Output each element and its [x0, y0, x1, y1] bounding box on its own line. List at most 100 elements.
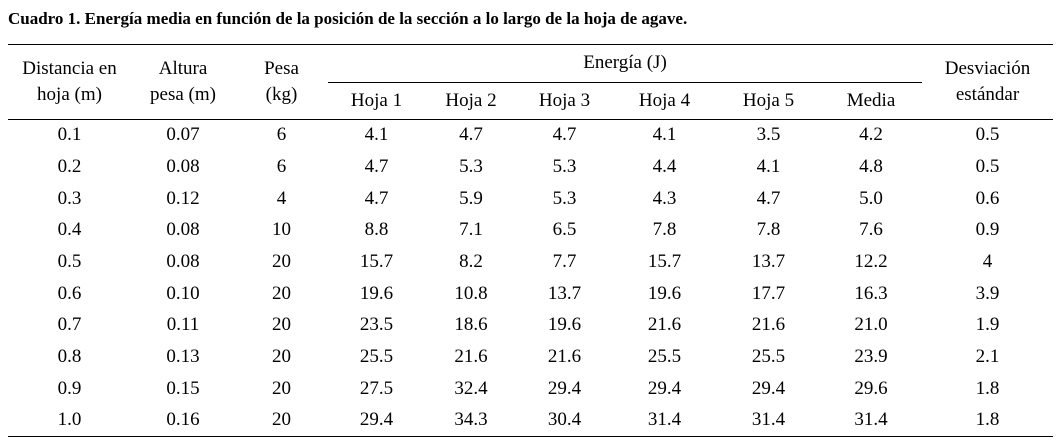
table-cell: 4.8: [859, 155, 883, 177]
col-header-hoja-2: Hoja 2: [445, 89, 497, 111]
table-cell: 7.8: [652, 219, 677, 241]
col-header-line: Pesa: [264, 57, 299, 79]
table-cell: 0.2: [57, 155, 82, 177]
col-header-line: pesa (m): [150, 83, 216, 105]
table-cell: 8.8: [364, 219, 389, 241]
col-header-line: Desviación: [944, 57, 1031, 79]
table-cell: 10.8: [454, 282, 488, 304]
table-cell: 7.1: [459, 219, 483, 241]
table-cell: 13.7: [751, 250, 786, 272]
table-cell: 15.7: [359, 250, 394, 272]
table-cell: 0.7: [57, 314, 82, 336]
table-cell: 1.0: [57, 409, 82, 431]
table-cell: 5.3: [552, 155, 577, 177]
table-cell: 31.4: [647, 409, 682, 431]
table-cell: 4.4: [652, 155, 677, 177]
table-cell: 4: [276, 187, 287, 209]
table-cell: 0.9: [975, 219, 1000, 241]
table-cell: 0.9: [57, 377, 82, 399]
table-cell: 0.13: [166, 345, 200, 367]
table-cell: 31.4: [854, 409, 888, 431]
table-cell: 29.4: [359, 409, 394, 431]
col-header-line: hoja (m): [37, 83, 102, 105]
table-cell: 29.4: [647, 377, 682, 399]
table-cell: 23.5: [359, 314, 394, 336]
table-cell: 4.7: [364, 155, 389, 177]
table-cell: 1.9: [975, 314, 1000, 336]
table-cell: 1.8: [975, 377, 1000, 399]
col-header-hoja-3: Hoja 3: [538, 89, 591, 111]
table-cell: 0.8: [57, 345, 82, 367]
col-header-desviacion: Desviación estándar: [922, 44, 1053, 119]
table-cell: 4.3: [652, 187, 677, 209]
table-cell: 4.1: [652, 124, 677, 146]
table-cell: 5.3: [459, 155, 483, 177]
col-header-line: estándar: [955, 83, 1020, 105]
col-header-media: Media: [846, 89, 896, 111]
col-header-pesa: Pesa (kg): [235, 44, 328, 119]
table-cell: 0.5: [975, 124, 1000, 146]
table-cell: 6.5: [552, 219, 577, 241]
table-cell: 0.4: [57, 219, 82, 241]
table-cell: 23.9: [854, 345, 888, 367]
table-cell: 4.7: [756, 187, 781, 209]
table-cell: 20: [272, 282, 291, 304]
table-cell: 20: [272, 250, 291, 272]
table-cell: 25.5: [359, 345, 394, 367]
header-row-subcols: Hoja 1 Hoja 2 Hoja 3 Hoja 4 Hoja 5 Media: [8, 82, 1053, 119]
table-row: 0.2 0.08 6 4.7 5.3 5.3 4.4 4.1 4.8 0.5: [8, 151, 1053, 183]
col-header-hoja-4: Hoja 4: [638, 89, 691, 111]
table-cell: 25.5: [751, 345, 786, 367]
table-cell: 29.4: [547, 377, 582, 399]
table-cell: 7.6: [859, 219, 883, 241]
table-row: 0.5 0.08 20 15.7 8.2 7.7 15.7 13.7 12.2 4: [8, 246, 1053, 278]
table-cell: 0.07: [166, 124, 200, 146]
table-body: 0.1 0.07 6 4.1 4.7 4.7 4.1 3.5 4.2 0.5 0.2 0.08 6 4.7…: [8, 119, 1053, 436]
table-cell: 0.08: [166, 219, 200, 241]
table-cell: 30.4: [547, 409, 582, 431]
col-header-line: (kg): [265, 83, 298, 105]
table-cell: 0.12: [166, 187, 200, 209]
table-cell: 20: [272, 377, 291, 399]
table-cell: 19.6: [359, 282, 394, 304]
table-cell: 0.6: [975, 187, 1000, 209]
table-cell: 3.5: [756, 124, 781, 146]
table-cell: 4.2: [859, 124, 883, 146]
table-cell: 4.7: [459, 124, 483, 146]
table-cell: 10: [272, 219, 291, 241]
table-cell: 0.10: [166, 282, 200, 304]
table-caption: Cuadro 1. Energía media en función de la…: [8, 9, 688, 28]
col-header-hoja-5: Hoja 5: [742, 89, 795, 111]
table-cell: 0.5: [57, 250, 82, 272]
table-cell: 4: [982, 250, 993, 272]
table-cell: 21.0: [854, 314, 888, 336]
table-row: 0.4 0.08 10 8.8 7.1 6.5 7.8 7.8 7.6 0.9: [8, 215, 1053, 247]
table-cell: 20: [272, 345, 291, 367]
table-row: 0.9 0.15 20 27.5 32.4 29.4 29.4 29.4 29.6 1.8: [8, 373, 1053, 405]
table-cell: 15.7: [647, 250, 682, 272]
table-cell: 13.7: [547, 282, 582, 304]
table-cell: 34.3: [454, 409, 488, 431]
table-cell: 25.5: [647, 345, 682, 367]
table-cell: 18.6: [454, 314, 488, 336]
table-cell: 2.1: [975, 345, 1000, 367]
table-cell: 0.5: [975, 155, 1000, 177]
table-header: Distancia en hoja (m) Altura pesa (m) Pe…: [8, 44, 1054, 120]
table-cell: 0.6: [57, 282, 82, 304]
table-cell: 6: [276, 155, 287, 177]
table-row: 0.6 0.10 20 19.6 10.8 13.7 19.6 17.7 16.3 3.9: [8, 278, 1053, 310]
table-cell: 0.08: [166, 250, 200, 272]
table-cell: 0.16: [166, 409, 200, 431]
table-cell: 4.1: [756, 155, 781, 177]
table-cell: 20: [272, 314, 291, 336]
table-row: 0.3 0.12 4 4.7 5.9 5.3 4.3 4.7 5.0 0.6: [8, 183, 1053, 215]
col-header-altura: Altura pesa (m): [131, 44, 235, 119]
table-cell: 5.3: [552, 187, 577, 209]
table-cell: 5.9: [459, 187, 483, 209]
table-cell: 4.7: [552, 124, 577, 146]
table-cell: 21.6: [751, 314, 786, 336]
table-cell: 32.4: [454, 377, 488, 399]
table-cell: 0.15: [166, 377, 200, 399]
table-cell: 7.7: [552, 250, 577, 272]
col-header-line: Distancia en: [22, 57, 117, 79]
